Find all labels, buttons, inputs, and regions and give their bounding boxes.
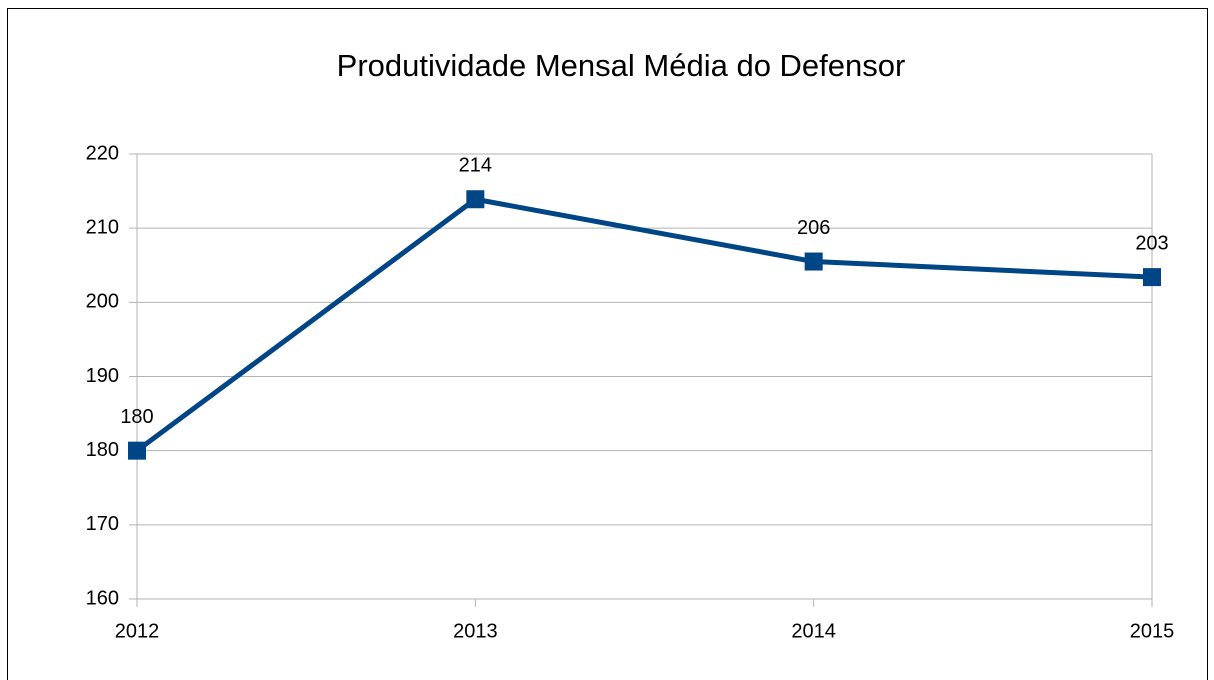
data-label: 203 (1135, 232, 1168, 254)
y-tick-label: 180 (86, 439, 119, 461)
x-tick-label: 2014 (791, 620, 836, 642)
y-tick-label: 160 (86, 587, 119, 609)
y-tick-label: 170 (86, 513, 119, 535)
y-tick-label: 190 (86, 365, 119, 387)
series-line (135, 196, 1153, 453)
x-tick-label: 2013 (453, 620, 498, 642)
point-marker (1143, 268, 1161, 287)
data-label: 180 (120, 406, 153, 428)
chart-frame (7, 8, 1208, 680)
point-marker (466, 190, 485, 209)
y-tick-label: 200 (86, 291, 119, 313)
x-tick-label: 2012 (115, 620, 160, 642)
y-tick-label: 220 (86, 142, 119, 164)
point-marker (804, 252, 823, 271)
data-label: 206 (797, 217, 830, 239)
x-tick-label: 2015 (1130, 620, 1175, 642)
chart-title: Produtividade Mensal Média do Defensor (337, 48, 906, 83)
data-label: 214 (459, 155, 492, 177)
y-tick-label: 210 (86, 216, 119, 238)
point-marker (128, 441, 146, 460)
